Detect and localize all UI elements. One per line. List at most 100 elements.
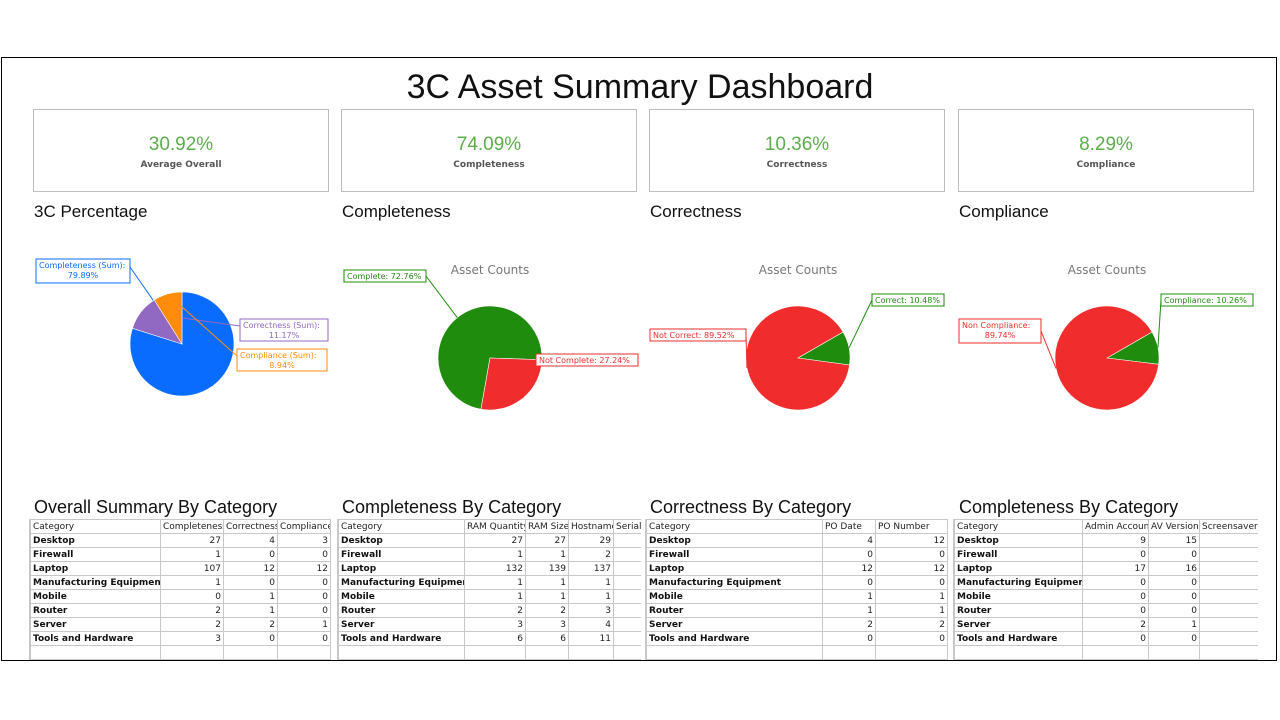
table-row[interactable]: Manufacturing Equipment 1 1 1 bbox=[338, 575, 641, 590]
table-row[interactable]: Firewall 1 0 0 bbox=[30, 547, 331, 562]
table-row[interactable]: Mobile 1 1 1 bbox=[338, 589, 641, 604]
table-row[interactable]: Mobile 1 1 bbox=[646, 589, 948, 604]
data-table: Category Admin Account AV Version Screensav… bbox=[954, 519, 1258, 660]
column-header[interactable]: AV Version bbox=[1148, 519, 1200, 534]
category-cell: Manufacturing Equipment bbox=[338, 575, 465, 590]
chart-title: Asset Counts bbox=[759, 263, 838, 277]
table-row[interactable]: Router 0 0 bbox=[954, 603, 1258, 618]
value-cell: 107 bbox=[160, 561, 224, 576]
category-cell: Server bbox=[30, 617, 161, 632]
table-row[interactable]: Server 2 2 1 bbox=[30, 617, 331, 632]
column-header[interactable]: Correctness bbox=[223, 519, 278, 534]
kpi-card-compliance[interactable]: 8.29% Compliance bbox=[958, 109, 1254, 192]
value-cell: 3 bbox=[568, 603, 614, 618]
table-row[interactable]: Manufacturing Equipment 1 0 0 bbox=[30, 575, 331, 590]
value-cell: 1 bbox=[525, 547, 569, 562]
kpi-label: Correctness bbox=[766, 160, 828, 170]
table-overall-summary[interactable]: Category Completeness Correctness Complianc… bbox=[29, 519, 333, 660]
data-label-text: Non Compliance: bbox=[962, 321, 1030, 330]
column-header[interactable]: PO Date bbox=[822, 519, 876, 534]
table-row[interactable]: Firewall 1 1 2 bbox=[338, 547, 641, 562]
table-row[interactable]: Mobile 0 0 bbox=[954, 589, 1258, 604]
table-row[interactable]: Laptop 12 12 bbox=[646, 561, 948, 576]
value-cell: 0 bbox=[822, 631, 876, 646]
value-cell: 1 bbox=[223, 589, 278, 604]
table-row[interactable]: Desktop 27 27 29 bbox=[338, 533, 641, 548]
pie-slice-non-compliance[interactable] bbox=[1054, 305, 1159, 411]
pie-chart-compliance[interactable]: Asset Counts Compliance: 10.26% Non Compli… bbox=[957, 258, 1257, 428]
value-cell: 3 bbox=[525, 617, 569, 632]
table-row[interactable]: Desktop 9 15 bbox=[954, 533, 1258, 548]
value-cell: 0 bbox=[223, 631, 278, 646]
table-row[interactable]: Server 3 3 4 bbox=[338, 617, 641, 632]
table-row[interactable]: Firewall 0 0 bbox=[646, 547, 948, 562]
column-header[interactable]: Serial bbox=[613, 519, 641, 534]
leader-line bbox=[848, 299, 873, 349]
column-header[interactable]: Category bbox=[954, 519, 1083, 534]
column-header[interactable]: Category bbox=[646, 519, 823, 534]
category-cell: Laptop bbox=[30, 561, 161, 576]
column-header[interactable]: Category bbox=[338, 519, 465, 534]
table-row[interactable]: Manufacturing Equipment 0 0 bbox=[646, 575, 948, 590]
kpi-card-completeness[interactable]: 74.09% Completeness bbox=[341, 109, 637, 192]
table-row[interactable]: Manufacturing Equipment 0 0 bbox=[954, 575, 1258, 590]
kpi-card-average-overall[interactable]: 30.92% Average Overall bbox=[33, 109, 329, 192]
table-row[interactable]: Desktop 27 4 3 bbox=[30, 533, 331, 548]
table-row[interactable]: Server 2 2 bbox=[646, 617, 948, 632]
category-cell: Router bbox=[338, 603, 465, 618]
column-header[interactable]: Completeness bbox=[160, 519, 224, 534]
table-row[interactable]: Mobile 0 1 0 bbox=[30, 589, 331, 604]
table-empty-row bbox=[646, 645, 948, 660]
table-row[interactable]: Laptop 17 16 bbox=[954, 561, 1258, 576]
table-row[interactable]: Laptop 132 139 137 bbox=[338, 561, 641, 576]
value-cell: 0 bbox=[277, 631, 331, 646]
table-title-completeness: Completeness By Category bbox=[342, 497, 562, 517]
table-row[interactable]: Tools and Hardware 6 6 11 bbox=[338, 631, 641, 646]
category-cell: Firewall bbox=[646, 547, 823, 562]
table-completeness[interactable]: Category RAM Quantity RAM Size Hostname Seri… bbox=[337, 519, 641, 660]
pie-chart-correctness[interactable]: Asset Counts Correct: 10.48% Not Correct: … bbox=[648, 258, 948, 428]
table-empty-row bbox=[30, 645, 331, 660]
table-row[interactable]: Desktop 4 12 bbox=[646, 533, 948, 548]
kpi-label: Compliance bbox=[1076, 160, 1136, 170]
data-label-text: Not Correct: 89.52% bbox=[653, 331, 735, 340]
table-completeness-2[interactable]: Category Admin Account AV Version Screensav… bbox=[953, 519, 1258, 660]
table-row[interactable]: Tools and Hardware 0 0 bbox=[954, 631, 1258, 646]
table-row[interactable]: Router 2 1 0 bbox=[30, 603, 331, 618]
column-header[interactable]: Category bbox=[30, 519, 161, 534]
table-row[interactable]: Tools and Hardware 0 0 bbox=[646, 631, 948, 646]
pie-slice-not-complete[interactable] bbox=[480, 357, 543, 411]
data-label: Non Compliance:89.74% bbox=[958, 318, 1042, 344]
category-cell: Server bbox=[338, 617, 465, 632]
column-header[interactable]: PO Number bbox=[875, 519, 948, 534]
table-row[interactable]: Server 2 1 bbox=[954, 617, 1258, 632]
value-cell bbox=[1199, 561, 1258, 576]
pie-chart-completeness[interactable]: Asset Counts Complete: 72.76% Not Complete… bbox=[340, 258, 640, 428]
value-cell bbox=[613, 575, 641, 590]
value-cell: 0 bbox=[1082, 589, 1149, 604]
column-header[interactable]: Compliance bbox=[277, 519, 331, 534]
column-header[interactable]: Hostname bbox=[568, 519, 614, 534]
kpi-label: Average Overall bbox=[140, 160, 222, 170]
value-cell: 1 bbox=[822, 589, 876, 604]
category-cell: Firewall bbox=[954, 547, 1083, 562]
value-cell bbox=[1199, 547, 1258, 562]
kpi-value: 8.29% bbox=[1079, 134, 1133, 155]
pie-chart-3c-percentage[interactable]: Completeness (Sum):79.89% Correctness (Su… bbox=[32, 258, 332, 428]
value-cell: 4 bbox=[223, 533, 278, 548]
column-header[interactable]: Admin Account bbox=[1082, 519, 1149, 534]
category-cell: Laptop bbox=[954, 561, 1083, 576]
table-row[interactable]: Router 1 1 bbox=[646, 603, 948, 618]
table-row[interactable]: Firewall 0 0 bbox=[954, 547, 1258, 562]
kpi-card-correctness[interactable]: 10.36% Correctness bbox=[649, 109, 945, 192]
value-cell: 0 bbox=[277, 589, 331, 604]
table-row[interactable]: Laptop 107 12 12 bbox=[30, 561, 331, 576]
value-cell: 0 bbox=[1148, 547, 1200, 562]
table-correctness[interactable]: Category PO Date PO Number Desktop 4 12 Firewa… bbox=[645, 519, 951, 660]
column-header[interactable]: RAM Size bbox=[525, 519, 569, 534]
column-header[interactable]: Screensaver S bbox=[1199, 519, 1258, 534]
value-cell bbox=[613, 547, 641, 562]
table-row[interactable]: Tools and Hardware 3 0 0 bbox=[30, 631, 331, 646]
table-row[interactable]: Router 2 2 3 bbox=[338, 603, 641, 618]
column-header[interactable]: RAM Quantity bbox=[464, 519, 526, 534]
